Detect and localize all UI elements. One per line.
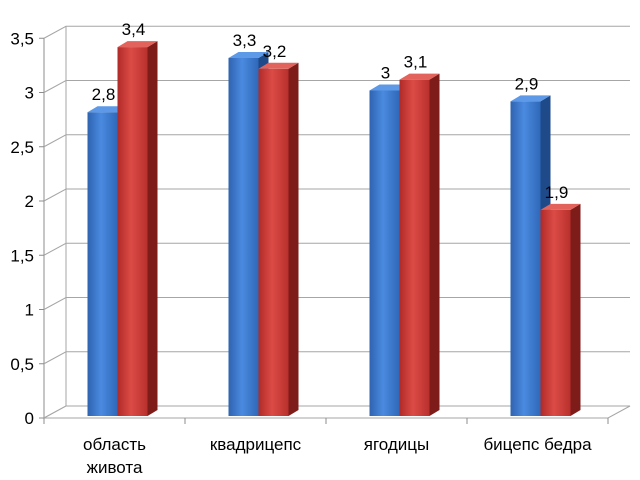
x-category-label: живота [87,458,143,477]
bar-top-series-2 [117,41,158,48]
bar-series-2 [117,47,148,416]
bar-top-series-2 [258,62,299,69]
bar-side-series-2 [429,73,440,417]
bar-side-series-2 [147,41,158,416]
y-tick-label: 1,5 [10,246,34,265]
labels: 0 0,5 1 1,5 2 2,5 3 3,5 2,8 3,4 область живота 3,3 3,… [10,20,592,477]
data-label: 3 [381,64,390,83]
x-category-label: область [83,435,146,454]
y-tick-label: 3,5 [10,29,34,48]
gridline [43,297,630,310]
gridline [43,351,630,365]
bar-top-series-1 [228,51,269,58]
y-tick-label: 0,5 [10,355,34,374]
bar-series-1 [87,112,118,416]
bar-series-2 [258,68,289,417]
gridline [43,80,630,93]
bar-top-series-2 [399,73,440,80]
data-label: 3,4 [122,20,146,39]
x-category-label: бицепс бедра [483,435,592,454]
bar-series-2 [540,209,571,416]
x-category-label: ягодицы [364,435,430,454]
bars [87,41,581,417]
data-label: 2,9 [515,74,539,93]
bar-side-series-2 [288,62,299,417]
data-label: 1,9 [545,183,569,202]
gridline [43,25,630,39]
x-category-label: квадрицепс [210,435,302,454]
gridline [43,188,630,202]
chart-floor [43,405,631,424]
y-tick-label: 2,5 [10,138,34,157]
bar-series-1 [228,57,259,416]
data-label: 2,8 [92,85,116,104]
y-tick-label: 0 [25,409,34,428]
bar-top-series-1 [510,95,551,102]
gridline [43,242,630,256]
y-tick-label: 3 [25,84,34,103]
bar-side-series-2 [570,203,581,416]
bar-series-1 [369,90,400,416]
data-label: 3,3 [233,31,257,50]
data-label: 3,2 [263,42,287,61]
bar-series-1 [510,101,541,416]
y-tick-label: 2 [25,192,34,211]
data-label: 3,1 [404,53,428,72]
floor-plane [43,405,631,419]
gridline [43,134,630,148]
y-tick-label: 1 [25,301,34,320]
bar-top-series-2 [540,203,581,210]
bar-series-2 [399,79,430,417]
